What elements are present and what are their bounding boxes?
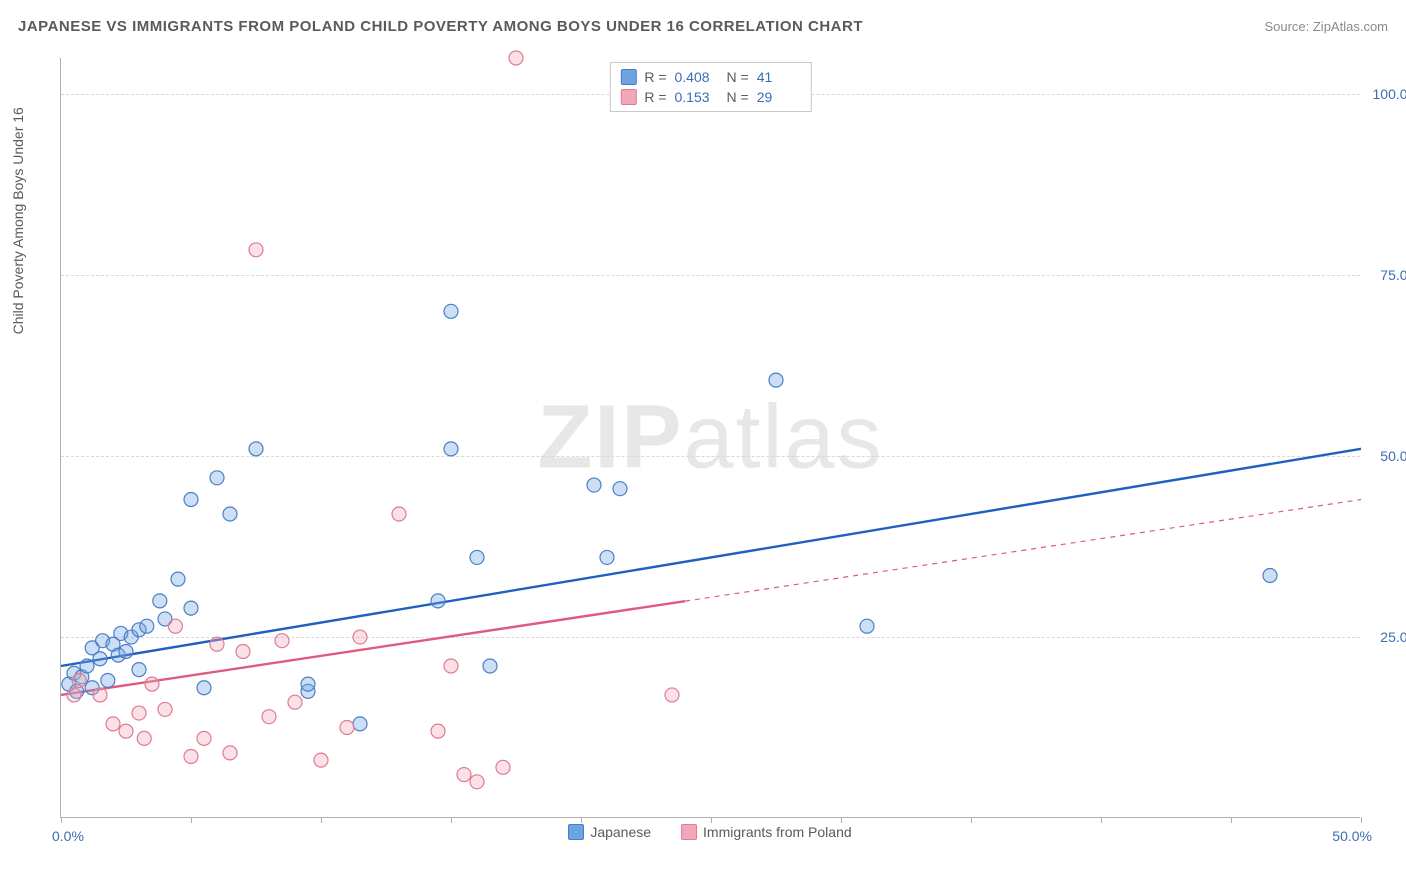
y-axis-title: Child Poverty Among Boys Under 16 <box>10 107 26 334</box>
legend-item-japanese: Japanese <box>568 824 651 840</box>
plot-area: ZIPatlas R = 0.408 N = 41 R = 0.153 N = … <box>60 58 1360 818</box>
scatter-point-poland <box>262 710 276 724</box>
scatter-point-japanese <box>119 645 133 659</box>
scatter-point-japanese <box>184 601 198 615</box>
scatter-point-japanese <box>1263 569 1277 583</box>
chart-title: JAPANESE VS IMMIGRANTS FROM POLAND CHILD… <box>18 18 863 35</box>
x-tick <box>191 817 192 823</box>
scatter-point-poland <box>184 749 198 763</box>
scatter-point-japanese <box>444 304 458 318</box>
scatter-point-poland <box>93 688 107 702</box>
scatter-point-poland <box>158 702 172 716</box>
legend-label-japanese: Japanese <box>590 824 651 840</box>
scatter-point-japanese <box>171 572 185 586</box>
scatter-point-poland <box>119 724 133 738</box>
y-tick-label: 50.0% <box>1365 448 1406 464</box>
x-tick <box>1101 817 1102 823</box>
legend-swatch-japanese <box>568 824 584 840</box>
legend-bottom: Japanese Immigrants from Poland <box>60 824 1360 840</box>
legend-item-poland: Immigrants from Poland <box>681 824 852 840</box>
scatter-point-japanese <box>353 717 367 731</box>
scatter-point-poland <box>444 659 458 673</box>
scatter-point-japanese <box>431 594 445 608</box>
scatter-point-poland <box>288 695 302 709</box>
scatter-point-poland <box>132 706 146 720</box>
x-tick <box>711 817 712 823</box>
scatter-point-poland <box>340 721 354 735</box>
scatter-point-japanese <box>444 442 458 456</box>
scatter-point-japanese <box>184 493 198 507</box>
scatter-point-japanese <box>613 482 627 496</box>
source-label: Source: ZipAtlas.com <box>1264 19 1388 34</box>
scatter-point-japanese <box>80 659 94 673</box>
scatter-point-poland <box>314 753 328 767</box>
scatter-point-japanese <box>197 681 211 695</box>
scatter-point-poland <box>210 637 224 651</box>
x-tick <box>581 817 582 823</box>
x-tick <box>841 817 842 823</box>
scatter-point-poland <box>137 731 151 745</box>
scatter-svg <box>61 58 1360 817</box>
scatter-point-japanese <box>210 471 224 485</box>
scatter-point-japanese <box>249 442 263 456</box>
scatter-point-japanese <box>153 594 167 608</box>
scatter-point-poland <box>431 724 445 738</box>
scatter-point-japanese <box>483 659 497 673</box>
legend-swatch-poland <box>681 824 697 840</box>
scatter-point-japanese <box>140 619 154 633</box>
scatter-point-japanese <box>132 663 146 677</box>
legend-label-poland: Immigrants from Poland <box>703 824 852 840</box>
scatter-point-japanese <box>860 619 874 633</box>
x-tick <box>1361 817 1362 823</box>
x-tick <box>321 817 322 823</box>
scatter-point-poland <box>353 630 367 644</box>
scatter-point-poland <box>168 619 182 633</box>
scatter-point-poland <box>72 673 86 687</box>
scatter-point-japanese <box>587 478 601 492</box>
x-tick <box>971 817 972 823</box>
scatter-point-poland <box>106 717 120 731</box>
scatter-point-poland <box>509 51 523 65</box>
scatter-point-poland <box>470 775 484 789</box>
trend-line-japanese <box>61 449 1361 666</box>
x-tick <box>1231 817 1232 823</box>
scatter-point-poland <box>457 768 471 782</box>
scatter-point-poland <box>665 688 679 702</box>
scatter-point-japanese <box>470 550 484 564</box>
scatter-point-japanese <box>223 507 237 521</box>
x-tick <box>61 817 62 823</box>
y-tick-label: 100.0% <box>1365 86 1406 102</box>
scatter-point-poland <box>223 746 237 760</box>
scatter-point-poland <box>496 760 510 774</box>
scatter-point-poland <box>197 731 211 745</box>
x-tick <box>451 817 452 823</box>
scatter-point-poland <box>392 507 406 521</box>
scatter-point-poland <box>67 688 81 702</box>
scatter-point-poland <box>236 645 250 659</box>
scatter-point-poland <box>145 677 159 691</box>
scatter-point-japanese <box>101 673 115 687</box>
title-bar: JAPANESE VS IMMIGRANTS FROM POLAND CHILD… <box>18 18 1388 35</box>
scatter-point-japanese <box>769 373 783 387</box>
trend-line-extrapolated-poland <box>685 500 1361 602</box>
scatter-point-poland <box>275 634 289 648</box>
scatter-point-japanese <box>93 652 107 666</box>
y-tick-label: 75.0% <box>1365 267 1406 283</box>
scatter-point-poland <box>249 243 263 257</box>
scatter-point-japanese <box>301 677 315 691</box>
scatter-point-japanese <box>600 550 614 564</box>
y-tick-label: 25.0% <box>1365 629 1406 645</box>
